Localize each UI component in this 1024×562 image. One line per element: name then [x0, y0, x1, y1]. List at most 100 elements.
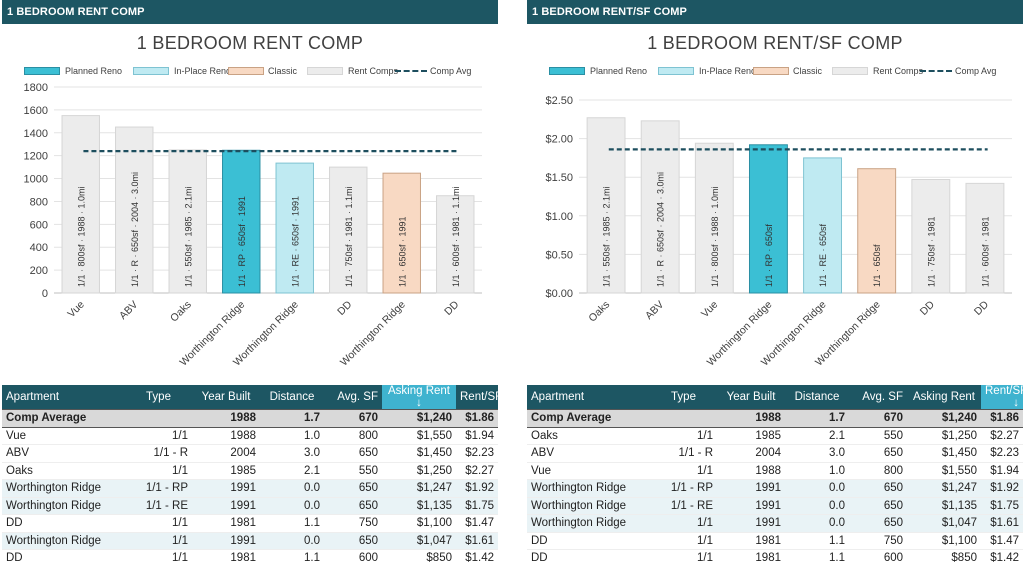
table-cell: Worthington Ridge	[2, 497, 125, 515]
category-label: Oaks	[586, 299, 612, 325]
table-cell: 1991	[717, 479, 785, 498]
column-header[interactable]: Asking Rent	[907, 385, 981, 410]
legend-label: Planned Reno	[65, 66, 123, 76]
table-cell: $1.47	[981, 532, 1023, 550]
table-cell: 1981	[192, 514, 260, 533]
table-cell: Comp Average	[2, 409, 125, 428]
table-cell: $1.92	[981, 479, 1023, 498]
legend-swatch	[307, 67, 343, 75]
table-cell: 1/1	[125, 462, 192, 480]
column-header[interactable]: Avg. SF	[324, 385, 382, 410]
table-cell: Oaks	[527, 427, 650, 445]
column-header[interactable]: Type	[650, 385, 717, 410]
table-cell: 1/1 - R	[650, 444, 717, 463]
table-cell: 650	[324, 497, 382, 515]
bar-label: 1/1 · 550sf · 1985 · 2.1mi	[183, 186, 193, 287]
category-label: DD	[442, 298, 462, 318]
column-header[interactable]: Type	[125, 385, 192, 410]
table-cell: 1988	[717, 409, 785, 428]
table-cell: $1.42	[981, 549, 1023, 562]
bar-label: 1/1 · RE · 650sf · 1991	[290, 196, 300, 287]
bar-classic	[857, 168, 897, 294]
table-cell: 0.0	[260, 532, 324, 550]
chart-legend: Planned Reno In-Place Reno Classic Rent Com…	[527, 64, 1023, 78]
bar-classic	[382, 172, 421, 294]
legend-label: Planned Reno	[590, 66, 648, 76]
legend-label: Rent Comps	[873, 66, 924, 76]
table-cell: 1.1	[785, 532, 849, 550]
table-cell: 650	[324, 532, 382, 550]
table-cell: 1988	[192, 409, 260, 428]
column-header[interactable]: Apartment	[527, 385, 650, 410]
table-cell: $1,450	[382, 444, 456, 463]
legend-label: Classic	[268, 66, 298, 76]
table-cell: 1981	[717, 549, 785, 562]
column-header[interactable]: Distance	[785, 385, 849, 410]
table-cell: $2.23	[456, 444, 498, 463]
bar-comps	[329, 166, 368, 294]
legend-label: Comp Avg	[955, 66, 997, 76]
bar-label: 1/1 · 750sf · 1981 · 1.1mi	[344, 186, 354, 287]
table-row: Worthington Ridge 1/1 1991 0.0 650 $1,047 $1.6…	[527, 514, 1023, 533]
column-header[interactable]: Rent/SF	[456, 385, 502, 410]
table-cell: $1,250	[907, 427, 981, 445]
table-cell: 550	[849, 427, 907, 445]
y-tick-label: 1600	[24, 105, 48, 117]
y-tick-label: 1400	[24, 128, 48, 140]
table-cell: 1/1	[650, 532, 717, 550]
bar-planned	[748, 144, 788, 294]
bar-label: 1/1 · 750sf · 1981	[926, 216, 936, 287]
chart-title: 1 BEDROOM RENT COMP	[136, 33, 364, 53]
legend-swatch	[658, 67, 694, 75]
column-header[interactable]: Apartment	[2, 385, 125, 410]
column-header[interactable]: Year Built	[717, 385, 785, 410]
column-header[interactable]: Avg. SF	[849, 385, 907, 410]
table-cell: Vue	[2, 427, 125, 445]
rent-comp-table: Apartment Type Year Built Distance Avg. SF As…	[2, 385, 502, 562]
table-cell: 1991	[192, 479, 260, 498]
legend-swatch	[549, 67, 585, 75]
table-cell: 1985	[192, 462, 260, 480]
table-cell: $1,100	[382, 514, 456, 533]
table-row: DD 1/1 1981 1.1 750 $1,100 $1.47	[2, 514, 498, 533]
table-cell: Worthington Ridge	[527, 497, 650, 515]
bar-label: 1/1 · RE · 650sf	[818, 223, 828, 287]
table-cell: $1,135	[907, 497, 981, 515]
table-cell: 1/1	[650, 514, 717, 533]
table-row: Worthington Ridge 1/1 - RE 1991 0.0 650 $1,13…	[2, 497, 498, 515]
table-cell: DD	[527, 549, 650, 562]
column-header[interactable]: Distance	[260, 385, 324, 410]
table-cell: 0.0	[260, 479, 324, 498]
y-tick-label: 400	[30, 242, 48, 254]
bar-comps	[694, 142, 734, 294]
table-cell: Worthington Ridge	[527, 514, 650, 533]
table-row: Oaks 1/1 1985 2.1 550 $1,250 $2.27	[2, 462, 498, 480]
table-cell: Oaks	[2, 462, 125, 480]
table-cell: 1991	[717, 514, 785, 533]
table-row: Worthington Ridge 1/1 1991 0.0 650 $1,047 $1.6…	[2, 532, 498, 550]
bar-label: 1/1 · RP · 650sf · 1991	[237, 196, 247, 287]
column-header[interactable]: Rent/SF ↓	[981, 385, 1024, 410]
table-cell: $1.61	[981, 514, 1023, 533]
table-cell: $1,450	[907, 444, 981, 463]
table-cell: 2.1	[260, 462, 324, 480]
category-label: DD	[972, 298, 992, 318]
column-header[interactable]: Year Built	[192, 385, 260, 410]
table-cell: Comp Average	[527, 409, 650, 428]
table-cell: 650	[324, 479, 382, 498]
column-header[interactable]: Asking Rent ↓	[382, 385, 456, 410]
y-tick-label: 0	[42, 288, 48, 300]
table-cell: Worthington Ridge	[527, 479, 650, 498]
y-tick-label: $2.00	[545, 134, 573, 146]
table-cell: 650	[849, 444, 907, 463]
table-row: DD 1/1 1981 1.1 600 $850 $1.42	[2, 549, 498, 562]
table-cell: 1/1	[125, 514, 192, 533]
table-cell: 800	[324, 427, 382, 445]
legend-swatch	[228, 67, 264, 75]
y-tick-label: 1200	[24, 151, 48, 163]
panel-header: 1 BEDROOM RENT/SF COMP	[527, 0, 1023, 24]
rent-bar-chart: 0 200 400 600 800 1000 1200 1400 1600 1800 1/1 · 8…	[24, 82, 482, 368]
legend-label: In-Place Reno	[174, 66, 232, 76]
table-cell: 3.0	[260, 444, 324, 463]
table-cell: 1981	[717, 532, 785, 550]
